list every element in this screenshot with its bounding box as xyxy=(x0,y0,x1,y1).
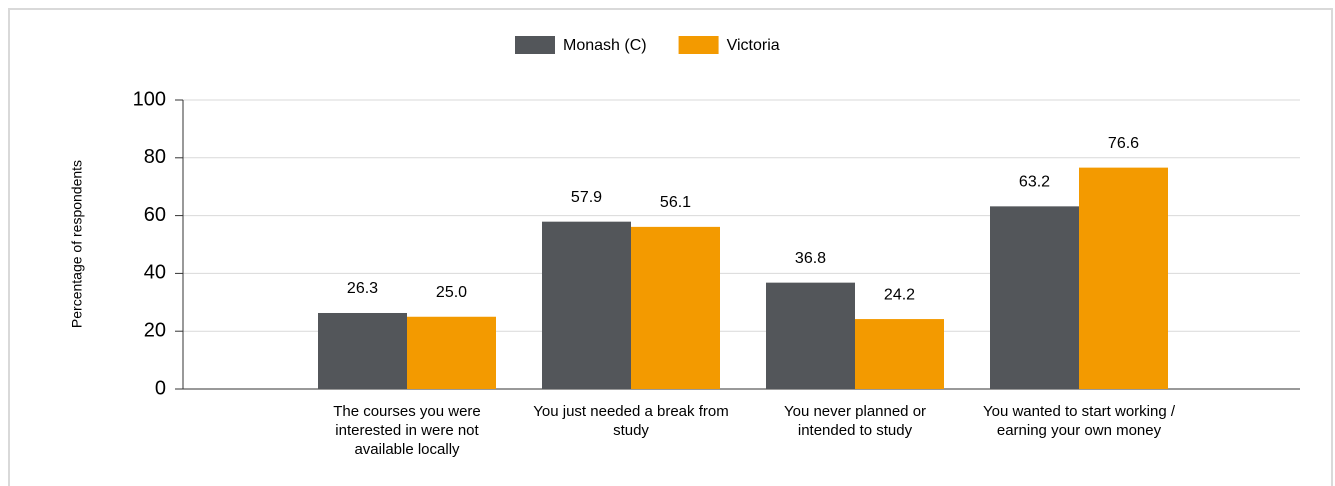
bar xyxy=(542,221,631,389)
legend-label: Monash (C) xyxy=(563,37,647,54)
data-label: 56.1 xyxy=(660,194,691,211)
y-tick-label: 40 xyxy=(144,262,166,284)
chart-frame xyxy=(8,8,1333,486)
x-tick-label: The courses you were interested in were … xyxy=(333,403,481,458)
y-tick-label: 100 xyxy=(133,88,166,110)
bar xyxy=(990,206,1079,389)
y-tick-label: 60 xyxy=(144,204,166,226)
legend-label: Victoria xyxy=(727,37,780,54)
bar xyxy=(1079,167,1168,389)
data-label: 76.6 xyxy=(1108,135,1139,152)
y-tick-label: 20 xyxy=(144,319,166,341)
x-tick-label: You just needed a break from study xyxy=(533,403,729,439)
bar xyxy=(318,312,407,389)
data-label: 63.2 xyxy=(1019,174,1050,191)
data-label: 25.0 xyxy=(436,284,467,301)
data-label: 57.9 xyxy=(571,189,602,206)
legend-swatch xyxy=(515,36,555,54)
bar xyxy=(407,316,496,389)
x-tick-label: You never planned or intended to study xyxy=(783,403,927,439)
x-tick-label: You wanted to start working / earning yo… xyxy=(982,403,1176,439)
bar xyxy=(631,226,720,389)
y-axis-label: Percentage of respondents xyxy=(69,160,85,328)
legend-swatch xyxy=(678,36,719,54)
bar xyxy=(855,319,944,389)
data-label: 24.2 xyxy=(884,286,915,303)
data-label: 36.8 xyxy=(795,250,826,267)
y-tick-label: 80 xyxy=(144,146,166,168)
y-tick-label: 0 xyxy=(155,377,166,399)
bar xyxy=(766,282,855,389)
data-label: 26.3 xyxy=(347,280,378,297)
